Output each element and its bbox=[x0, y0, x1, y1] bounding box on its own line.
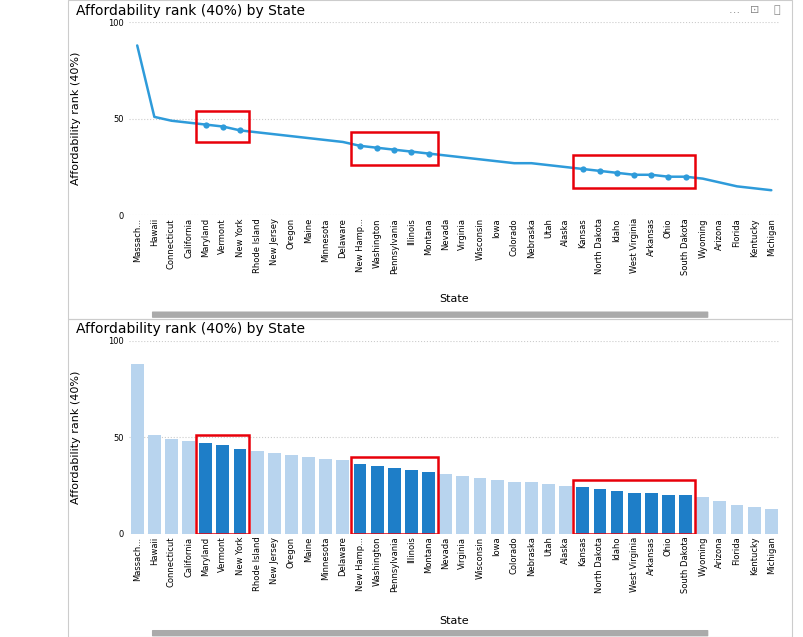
Bar bbox=[730, 505, 743, 534]
Text: …: … bbox=[728, 4, 739, 15]
Bar bbox=[490, 480, 503, 534]
Bar bbox=[438, 474, 451, 534]
Bar bbox=[370, 466, 383, 534]
Bar bbox=[456, 476, 469, 534]
Bar bbox=[199, 443, 212, 534]
Bar bbox=[302, 457, 315, 534]
Bar bbox=[507, 482, 520, 534]
Bar bbox=[131, 364, 144, 534]
Text: Affordability rank (40%): Affordability rank (40%) bbox=[71, 52, 81, 185]
Text: State: State bbox=[439, 294, 468, 304]
Bar bbox=[695, 497, 708, 534]
Bar bbox=[661, 495, 674, 534]
Bar bbox=[196, 111, 249, 142]
Bar bbox=[644, 493, 657, 534]
Bar bbox=[610, 491, 622, 534]
Text: State: State bbox=[439, 616, 468, 626]
Text: Affordability rank (40%) by State: Affordability rank (40%) by State bbox=[76, 4, 305, 18]
Bar bbox=[336, 461, 349, 534]
Bar bbox=[679, 495, 691, 534]
Bar bbox=[593, 489, 605, 534]
Bar bbox=[165, 440, 177, 534]
Bar bbox=[576, 487, 589, 534]
Bar bbox=[251, 451, 263, 534]
Bar bbox=[350, 132, 438, 165]
Text: Affordability rank (40%): Affordability rank (40%) bbox=[71, 371, 81, 504]
Text: Affordability rank (40%) by State: Affordability rank (40%) by State bbox=[76, 322, 305, 336]
Bar bbox=[473, 478, 486, 534]
Bar bbox=[627, 493, 640, 534]
Bar bbox=[747, 507, 760, 534]
Bar bbox=[422, 472, 434, 534]
Bar bbox=[712, 501, 725, 534]
Bar bbox=[405, 470, 418, 534]
Bar bbox=[216, 445, 229, 534]
Bar bbox=[350, 457, 438, 534]
Bar bbox=[196, 435, 249, 534]
Text: ⊡: ⊡ bbox=[749, 4, 759, 15]
Bar bbox=[148, 435, 161, 534]
Bar bbox=[234, 449, 247, 534]
Bar bbox=[524, 482, 537, 534]
Bar bbox=[182, 441, 195, 534]
Text: ⛉: ⛉ bbox=[772, 4, 779, 15]
Bar bbox=[387, 468, 400, 534]
Bar bbox=[267, 453, 280, 534]
Bar bbox=[573, 155, 694, 189]
Bar bbox=[285, 455, 297, 534]
Bar bbox=[541, 483, 554, 534]
Bar bbox=[319, 459, 332, 534]
Bar bbox=[573, 480, 694, 534]
Bar bbox=[764, 509, 777, 534]
Bar bbox=[559, 485, 572, 534]
Bar bbox=[353, 464, 366, 534]
